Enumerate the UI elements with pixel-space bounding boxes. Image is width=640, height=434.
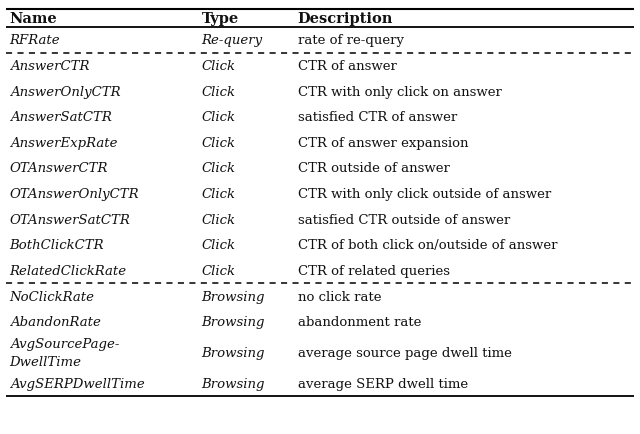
Text: CTR outside of answer: CTR outside of answer xyxy=(298,162,449,175)
Text: OTAnswerOnlyCTR: OTAnswerOnlyCTR xyxy=(10,188,140,201)
Text: RFRate: RFRate xyxy=(10,34,60,47)
Text: AbandonRate: AbandonRate xyxy=(10,316,100,329)
Text: CTR of answer: CTR of answer xyxy=(298,60,396,72)
Text: average source page dwell time: average source page dwell time xyxy=(298,346,511,359)
Text: Click: Click xyxy=(202,214,236,226)
Text: RelatedClickRate: RelatedClickRate xyxy=(10,265,127,277)
Text: Click: Click xyxy=(202,265,236,277)
Text: AvgSERPDwellTime: AvgSERPDwellTime xyxy=(10,377,145,390)
Text: no click rate: no click rate xyxy=(298,290,381,303)
Text: Browsing: Browsing xyxy=(202,377,265,390)
Text: AvgSourcePage-: AvgSourcePage- xyxy=(10,337,119,350)
Text: Click: Click xyxy=(202,60,236,72)
Text: Browsing: Browsing xyxy=(202,316,265,329)
Text: Re-query: Re-query xyxy=(202,34,263,47)
Text: AnswerExpRate: AnswerExpRate xyxy=(10,137,117,149)
Text: AnswerSatCTR: AnswerSatCTR xyxy=(10,111,111,124)
Text: Name: Name xyxy=(10,12,58,26)
Text: DwellTime: DwellTime xyxy=(10,355,82,368)
Text: Click: Click xyxy=(202,239,236,252)
Text: Browsing: Browsing xyxy=(202,346,265,359)
Text: Click: Click xyxy=(202,111,236,124)
Text: AnswerOnlyCTR: AnswerOnlyCTR xyxy=(10,85,120,98)
Text: abandonment rate: abandonment rate xyxy=(298,316,421,329)
Text: OTAnswerCTR: OTAnswerCTR xyxy=(10,162,108,175)
Text: AnswerCTR: AnswerCTR xyxy=(10,60,89,72)
Text: Description: Description xyxy=(298,12,393,26)
Text: Click: Click xyxy=(202,162,236,175)
Text: satisfied CTR outside of answer: satisfied CTR outside of answer xyxy=(298,214,510,226)
Text: satisfied CTR of answer: satisfied CTR of answer xyxy=(298,111,457,124)
Text: CTR with only click on answer: CTR with only click on answer xyxy=(298,85,502,98)
Text: Click: Click xyxy=(202,137,236,149)
Text: CTR of answer expansion: CTR of answer expansion xyxy=(298,137,468,149)
Text: CTR of related queries: CTR of related queries xyxy=(298,265,450,277)
Text: Type: Type xyxy=(202,12,239,26)
Text: CTR with only click outside of answer: CTR with only click outside of answer xyxy=(298,188,551,201)
Text: average SERP dwell time: average SERP dwell time xyxy=(298,377,468,390)
Text: NoClickRate: NoClickRate xyxy=(10,290,95,303)
Text: BothClickCTR: BothClickCTR xyxy=(10,239,104,252)
Text: rate of re-query: rate of re-query xyxy=(298,34,404,47)
Text: CTR of both click on/outside of answer: CTR of both click on/outside of answer xyxy=(298,239,557,252)
Text: OTAnswerSatCTR: OTAnswerSatCTR xyxy=(10,214,131,226)
Text: Click: Click xyxy=(202,188,236,201)
Text: Browsing: Browsing xyxy=(202,290,265,303)
Text: Click: Click xyxy=(202,85,236,98)
